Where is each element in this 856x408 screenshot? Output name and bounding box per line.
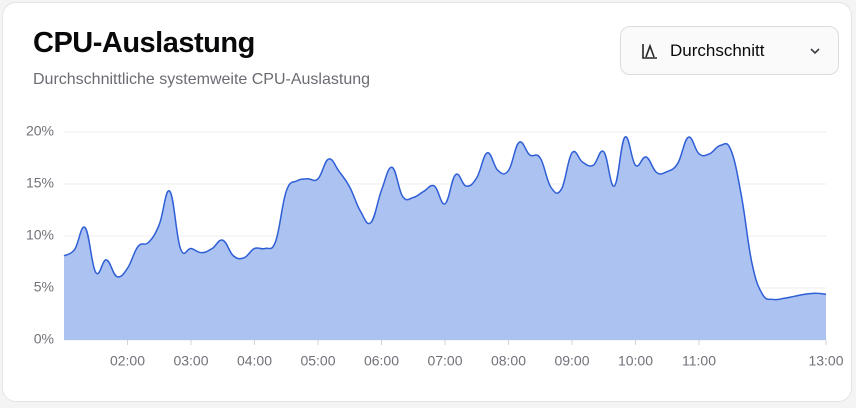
x-tick-label: 07:00 (427, 353, 462, 369)
chevron (810, 47, 820, 54)
x-tick-label: 09:00 (554, 353, 589, 369)
x-tick-label: 08:00 (491, 353, 526, 369)
area-icon (642, 43, 657, 59)
y-tick-label: 20% (26, 123, 54, 139)
x-tick-label: 04:00 (237, 353, 272, 369)
y-tick-label: 5% (34, 279, 54, 295)
dropdown-label: Durchschnitt (670, 40, 765, 60)
y-tick-label: 15% (26, 175, 54, 191)
chart-title: CPU-Auslastung (33, 27, 255, 59)
chart-subtitle: Durchschnittliche systemweite CPU-Auslas… (33, 71, 371, 88)
y-tick-label: 10% (26, 227, 54, 243)
x-tick-label: 11:00 (682, 353, 716, 369)
x-tick-label: 13:00 (808, 353, 843, 369)
x-tick-label: 05:00 (300, 353, 335, 369)
y-tick-label: 0% (34, 331, 54, 347)
x-tick-label: 03:00 (173, 353, 208, 369)
area-fill (64, 136, 826, 340)
aggregation-dropdown[interactable]: Durchschnitt (620, 26, 839, 75)
area-line (63, 136, 827, 301)
x-tick-label: 02:00 (110, 353, 145, 369)
x-tick-label: 06:00 (364, 353, 399, 369)
x-tick-label: 10:00 (618, 353, 653, 369)
